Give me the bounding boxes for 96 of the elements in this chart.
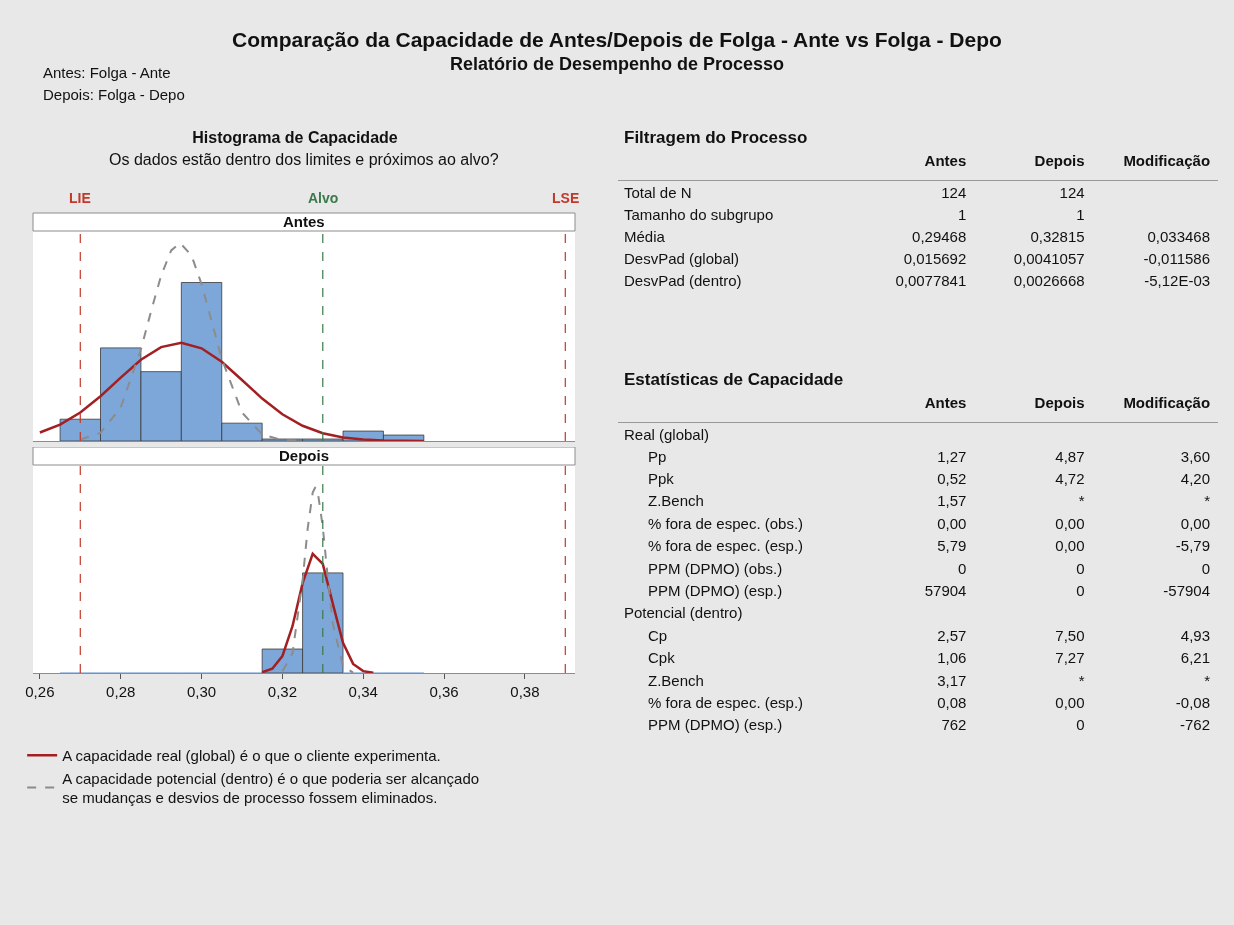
data-label: 0 <box>1200 558 1211 579</box>
text: Comparação da Capacidade de Antes/Depois de Folga - Ante vs Folga - Depo <box>231 28 1003 52</box>
text: Modificação <box>1084 394 1211 423</box>
text: Antes <box>857 394 967 423</box>
category-label: PPM (DPMO) (obs.) <box>647 558 784 579</box>
data-label: 1 <box>956 204 967 225</box>
data-label: 0,00 <box>1054 536 1085 557</box>
data-label: * <box>1203 491 1211 512</box>
category-label: DesvPad (global) <box>623 248 741 269</box>
data-label: -5,12E-03 <box>1143 270 1211 291</box>
category-label: Cpk <box>647 648 676 669</box>
data-label: 1 <box>1075 204 1085 225</box>
data-label: * <box>1077 491 1085 512</box>
data-label: * <box>1203 670 1211 691</box>
x-tick-label: 0,30 <box>186 683 217 700</box>
category-label: Tamanho do subgrupo <box>623 204 775 225</box>
text: Depois: Folga - Depo <box>43 86 185 103</box>
data-label: 2,57 <box>936 625 967 646</box>
x-tick-label: 0,32 <box>267 683 297 700</box>
data-label: 0,00 <box>1179 513 1211 534</box>
data-label: -762 <box>1179 715 1211 736</box>
category-label: Potencial (dentro) <box>623 603 744 624</box>
data-label: 1,27 <box>936 446 967 467</box>
data-label: 0,0041057 <box>1012 248 1085 269</box>
text: Depois <box>966 394 1085 423</box>
category-label: Real (global) <box>623 424 711 445</box>
data-label: 0 <box>1075 558 1085 579</box>
category-label: Total de N <box>623 182 693 203</box>
ref-line-label: LIE <box>69 190 91 206</box>
category-label: Média <box>623 226 666 247</box>
data-label: -0,08 <box>1174 693 1211 713</box>
data-label: 0,0077841 <box>894 270 967 291</box>
data-label: 0,00 <box>1054 693 1085 713</box>
x-tick-label: 0,36 <box>429 683 459 700</box>
legend-label: A capacidade real (global) é o que o cliente experimenta. <box>62 747 441 765</box>
text: Modificação <box>1084 152 1211 181</box>
text: Relatório de Desempenho de Processo <box>449 54 785 74</box>
data-label: 124 <box>1058 182 1085 203</box>
x-tick-label: 0,26 <box>25 683 55 700</box>
chart-title: Histograma de Capacidade <box>192 128 398 146</box>
data-label: 0,00 <box>1054 513 1085 534</box>
legend-label: A capacidade potencial (dentro) é o que poderia ser alcançado se mudanças e desvios de processo fossem eliminados. <box>62 769 480 807</box>
category-label: Z.Bench <box>647 670 705 691</box>
x-tick-label: 0,34 <box>348 683 378 700</box>
category-label: DesvPad (dentro) <box>623 270 743 291</box>
data-label: -0,011586 <box>1142 248 1211 269</box>
text: Depois <box>279 447 330 464</box>
data-label: 124 <box>940 182 967 203</box>
category-label: % fora de espec. (esp.) <box>647 693 805 713</box>
data-label: 3,17 <box>936 670 967 691</box>
category-label: Ppk <box>647 469 675 490</box>
text: Antes <box>283 213 325 230</box>
data-label: 4,93 <box>1179 625 1211 646</box>
x-tick-label: 0,38 <box>510 683 540 700</box>
data-label: 57904 <box>923 581 967 602</box>
data-label: 0,00 <box>936 513 967 534</box>
data-label: 5,79 <box>936 536 967 557</box>
chart-subtitle: Os dados estão dentro dos limites e próximos ao alvo? <box>109 151 499 168</box>
text: Antes <box>856 152 967 181</box>
text: Antes: Folga - Ante <box>43 64 171 81</box>
data-label: 3,60 <box>1179 446 1211 467</box>
data-label: 7,50 <box>1054 625 1085 646</box>
category-label: Cp <box>647 625 669 646</box>
text: Filtragem do Processo <box>624 128 809 148</box>
data-label: 7,27 <box>1054 648 1085 669</box>
data-label: 0,32815 <box>1029 226 1085 247</box>
x-tick-label: 0,28 <box>106 683 136 700</box>
data-label: -57904 <box>1162 581 1211 602</box>
category-label: Z.Bench <box>647 491 705 512</box>
data-label: 0,29468 <box>911 226 967 247</box>
category-label: PPM (DPMO) (esp.) <box>647 581 784 602</box>
data-label: 1,57 <box>936 491 967 512</box>
data-label: 0,0026668 <box>1012 270 1085 291</box>
data-label: 0,015692 <box>902 248 967 269</box>
category-label: Pp <box>647 446 668 467</box>
data-label: 762 <box>940 715 967 736</box>
data-label: 0,08 <box>936 693 967 713</box>
data-label: 0 <box>957 558 967 579</box>
ref-line-label: Alvo <box>308 190 339 206</box>
data-label: 0,52 <box>936 469 967 490</box>
data-label: * <box>1077 670 1085 691</box>
text: Estatísticas de Capacidade <box>624 370 845 390</box>
data-label: -5,79 <box>1174 536 1211 557</box>
data-label: 4,72 <box>1054 469 1085 490</box>
category-label: PPM (DPMO) (esp.) <box>647 715 784 736</box>
category-label: % fora de espec. (obs.) <box>647 513 805 534</box>
data-label: 4,87 <box>1054 446 1085 467</box>
ref-line-label: LSE <box>552 190 580 206</box>
data-label: 1,06 <box>936 648 967 669</box>
text: Depois <box>966 152 1085 181</box>
data-label: 6,21 <box>1179 648 1211 669</box>
data-label: 4,20 <box>1179 469 1211 490</box>
data-label: 0,033468 <box>1146 226 1211 247</box>
data-label: 0 <box>1075 581 1085 602</box>
data-label: 0 <box>1075 715 1085 736</box>
category-label: % fora de espec. (esp.) <box>647 536 805 557</box>
